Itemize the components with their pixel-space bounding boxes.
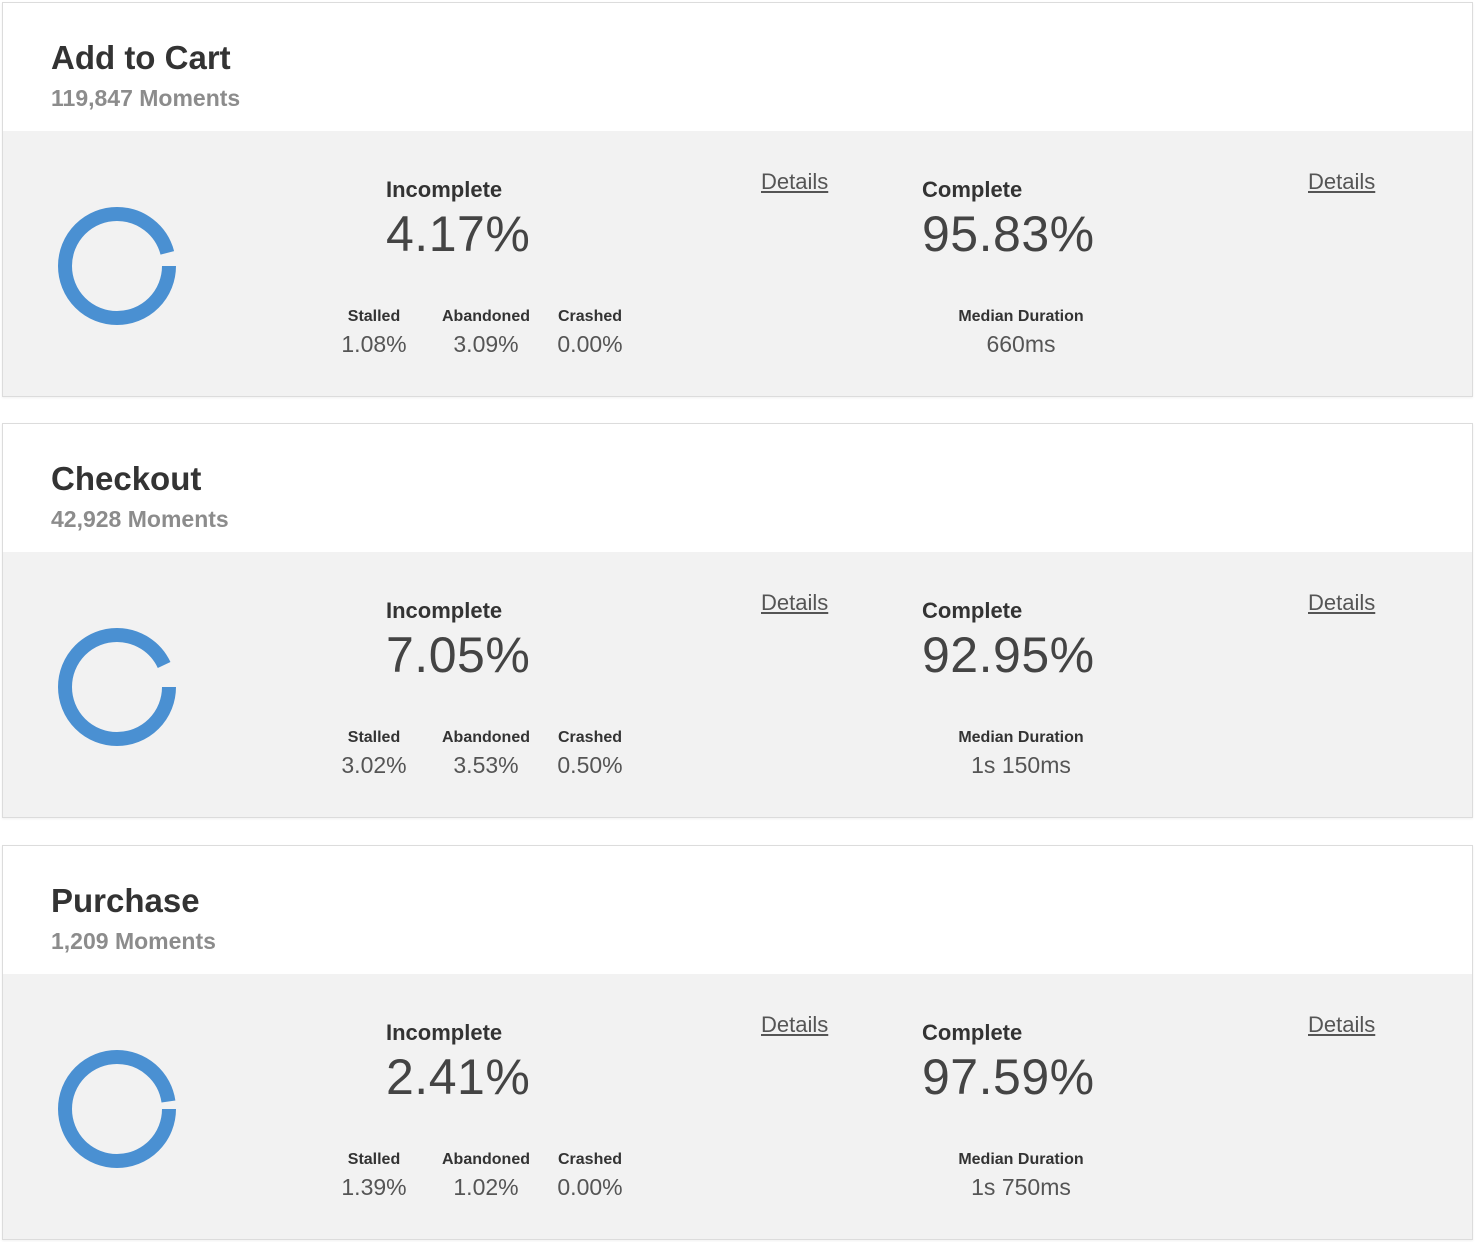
completion-donut-chart (58, 628, 176, 746)
donut-complete-arc (58, 1050, 176, 1168)
complete-details-link[interactable]: Details (1308, 1012, 1376, 1037)
card-title: Purchase (51, 882, 200, 919)
incomplete-details-link[interactable]: Details (761, 1012, 829, 1037)
median-duration-label: Median Duration (958, 1151, 1084, 1168)
complete-value: 92.95% (922, 627, 1095, 683)
incomplete-value: 4.17% (386, 206, 531, 262)
crashed-metric: Crashed 0.00% (551, 307, 629, 359)
crashed-label: Crashed (557, 729, 623, 746)
median-duration-metric: Median Duration 1s 750ms (941, 1150, 1101, 1202)
median-duration-metric: Median Duration 660ms (941, 307, 1101, 359)
completion-donut-chart (58, 207, 176, 325)
card-body: Incomplete 2.41% Details Stalled 1.39% A… (3, 974, 1472, 1239)
complete-details-link[interactable]: Details (1308, 169, 1376, 194)
card-header: Purchase 1,209 Moments (3, 846, 1472, 974)
incomplete-label: Incomplete (386, 177, 503, 202)
median-duration-value: 660ms (986, 331, 1056, 357)
abandoned-value: 3.53% (453, 752, 519, 778)
donut-complete-arc (58, 207, 176, 325)
card-header: Add to Cart 119,847 Moments (3, 3, 1472, 131)
moments-count: 42,928 Moments (51, 506, 229, 532)
incomplete-details-link[interactable]: Details (761, 590, 829, 615)
incomplete-details-link[interactable]: Details (761, 169, 829, 194)
complete-details-link[interactable]: Details (1308, 590, 1376, 615)
completion-donut-chart (58, 1050, 176, 1168)
abandoned-value: 3.09% (453, 331, 519, 357)
abandoned-label: Abandoned (442, 729, 530, 746)
complete-label: Complete (922, 1020, 1023, 1045)
abandoned-metric: Abandoned 3.53% (436, 728, 536, 780)
card-body: Incomplete 7.05% Details Stalled 3.02% A… (3, 552, 1472, 817)
crashed-metric: Crashed 0.50% (551, 728, 629, 780)
moments-count: 119,847 Moments (51, 85, 241, 111)
crashed-value: 0.50% (557, 752, 623, 778)
stalled-value: 1.39% (341, 1174, 407, 1200)
incomplete-value: 2.41% (386, 1049, 531, 1105)
abandoned-label: Abandoned (442, 1151, 530, 1168)
stalled-metric: Stalled 1.08% (336, 307, 412, 359)
complete-value: 97.59% (922, 1049, 1095, 1105)
incomplete-value: 7.05% (386, 627, 531, 683)
stalled-label: Stalled (347, 729, 401, 746)
complete-value: 95.83% (922, 206, 1095, 262)
moment-card: Checkout 42,928 Moments Incomplete 7.05%… (2, 423, 1473, 818)
card-title: Checkout (51, 460, 202, 497)
stalled-metric: Stalled 1.39% (336, 1150, 412, 1202)
median-duration-label: Median Duration (958, 308, 1084, 325)
complete-label: Complete (922, 177, 1023, 202)
abandoned-metric: Abandoned 1.02% (436, 1150, 536, 1202)
stalled-label: Stalled (347, 1151, 401, 1168)
median-duration-label: Median Duration (958, 729, 1084, 746)
median-duration-value: 1s 750ms (971, 1174, 1071, 1200)
stalled-label: Stalled (347, 308, 401, 325)
median-duration-value: 1s 150ms (971, 752, 1071, 778)
abandoned-label: Abandoned (442, 308, 530, 325)
crashed-metric: Crashed 0.00% (551, 1150, 629, 1202)
moment-card: Add to Cart 119,847 Moments Incomplete 4… (2, 2, 1473, 397)
crashed-label: Crashed (557, 308, 623, 325)
card-body: Incomplete 4.17% Details Stalled 1.08% A… (3, 131, 1472, 396)
moment-card: Purchase 1,209 Moments Incomplete 2.41% … (2, 845, 1473, 1240)
incomplete-label: Incomplete (386, 1020, 503, 1045)
abandoned-metric: Abandoned 3.09% (436, 307, 536, 359)
stalled-value: 1.08% (341, 331, 407, 357)
donut-complete-arc (58, 628, 176, 746)
stalled-metric: Stalled 3.02% (336, 728, 412, 780)
median-duration-metric: Median Duration 1s 150ms (941, 728, 1101, 780)
incomplete-label: Incomplete (386, 598, 503, 623)
crashed-value: 0.00% (557, 1174, 623, 1200)
crashed-value: 0.00% (557, 331, 623, 357)
card-title: Add to Cart (51, 39, 231, 76)
card-header: Checkout 42,928 Moments (3, 424, 1472, 552)
complete-label: Complete (922, 598, 1023, 623)
stalled-value: 3.02% (341, 752, 407, 778)
moments-count: 1,209 Moments (51, 928, 216, 954)
crashed-label: Crashed (557, 1151, 623, 1168)
abandoned-value: 1.02% (453, 1174, 519, 1200)
